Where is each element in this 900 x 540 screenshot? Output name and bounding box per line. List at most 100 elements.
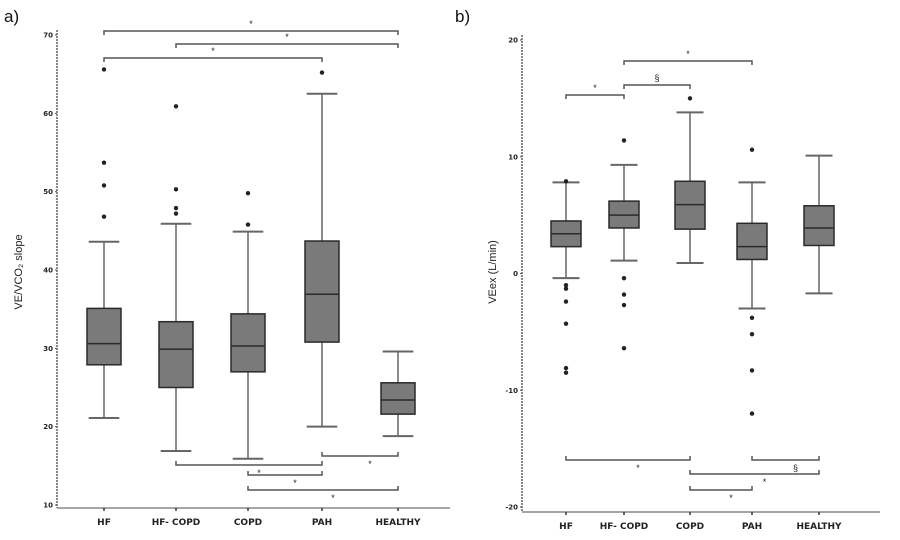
y-tick-label: 20 [508, 37, 518, 45]
outlier-point [687, 96, 693, 101]
y-tick-label: -20 [505, 504, 518, 512]
significance-bracket: * [623, 49, 753, 65]
outlier-point [563, 365, 569, 371]
box-pah [304, 70, 340, 428]
box-healthy [380, 350, 416, 438]
x-tick-label: HF- COPD [152, 518, 201, 528]
box-hf-copd [158, 104, 194, 452]
bracket-line [751, 456, 820, 461]
outlier-point [621, 292, 627, 297]
significance-marker: * [729, 493, 733, 503]
bracket-line [565, 94, 625, 99]
outlier-point [749, 332, 755, 337]
y-tick-label: 10 [508, 153, 518, 161]
y-tick-label: -10 [505, 387, 518, 395]
y-tick-label: 70 [43, 32, 53, 40]
bracket-line [103, 30, 399, 35]
box-hf [86, 67, 122, 420]
panel-b-label: b) [455, 7, 470, 26]
y-tick-label: 60 [43, 110, 53, 118]
outlier-point [173, 104, 179, 109]
outlier-point [563, 321, 569, 326]
outlier-point [563, 179, 569, 184]
bracket-line [321, 452, 399, 457]
significance-bracket: * [565, 83, 625, 99]
outlier-point [173, 187, 179, 192]
outlier-point [173, 205, 179, 211]
y-tick-label: 20 [43, 423, 53, 431]
y-tick-label: 30 [43, 345, 53, 353]
y-tick-label: 40 [43, 267, 53, 275]
box-copd [674, 96, 706, 264]
significance-marker: * [686, 49, 690, 59]
significance-marker: § [793, 463, 798, 473]
significance-marker: * [593, 83, 597, 93]
bracket-line [175, 461, 323, 466]
box-hf [550, 179, 582, 375]
interquartile-box [304, 240, 340, 343]
bracket-line [247, 486, 399, 491]
interquartile-box [803, 205, 835, 247]
bracket-line [689, 470, 820, 475]
significance-marker: * [636, 463, 640, 473]
box-copd [230, 191, 266, 460]
outlier-point [319, 70, 325, 75]
significance-bracket: * [175, 32, 399, 48]
outlier-point [101, 160, 107, 165]
significance-bracket: * [175, 461, 323, 478]
interquartile-box [230, 313, 266, 373]
outlier-point [173, 211, 179, 216]
significance-bracket: § [751, 456, 820, 473]
outlier-point [749, 147, 755, 152]
bracket-line [247, 471, 323, 476]
interquartile-box [380, 382, 416, 415]
outlier-point [563, 370, 569, 375]
outlier-point [563, 286, 569, 291]
y-tick-label: 0 [513, 270, 518, 278]
outlier-point [621, 138, 627, 143]
significance-marker: * [257, 468, 261, 478]
significance-bracket: * [103, 46, 323, 62]
significance-marker: * [211, 46, 215, 56]
x-tick-label: PAH [742, 522, 762, 532]
x-tick-label: HF- COPD [600, 522, 649, 532]
outlier-point [563, 299, 569, 304]
outlier-point [749, 315, 755, 321]
bracket-line [623, 60, 753, 65]
panel-a-label: a) [4, 7, 19, 26]
panel-a-ve-vco2-slope: a) VE/VCO₂ slope 10 20 30 40 50 60 70 HF HF- COP… [4, 7, 450, 528]
significance-bracket: * [321, 452, 399, 469]
outlier-point [749, 368, 755, 373]
bracket-line [175, 43, 399, 48]
x-tick-label: PAH [312, 518, 332, 528]
outlier-point [621, 302, 627, 308]
outlier-point [621, 275, 627, 281]
panel-b-y-axis-label: VEex (L/min) [487, 240, 499, 304]
x-tick-label: COPD [234, 518, 262, 528]
significance-bracket: * [247, 486, 399, 503]
box-pah [736, 147, 768, 416]
significance-marker: * [368, 459, 372, 469]
x-tick-label: COPD [676, 522, 704, 532]
significance-bracket: * [247, 471, 323, 488]
bracket-line [689, 486, 753, 491]
bracket-line [565, 456, 691, 461]
x-tick-label: HF [559, 522, 573, 532]
significance-marker: * [331, 493, 335, 503]
y-tick-label: 10 [43, 502, 53, 510]
bracket-line [623, 84, 691, 89]
significance-bracket: * [103, 19, 399, 35]
y-tick-label: 50 [43, 188, 53, 196]
x-tick-label: HEALTHY [375, 518, 421, 528]
interquartile-box [86, 307, 122, 366]
x-tick-label: HF [97, 518, 111, 528]
significance-bracket: * [689, 470, 820, 487]
significance-bracket: * [689, 486, 753, 503]
outlier-point [101, 214, 107, 219]
significance-marker: § [654, 73, 659, 83]
significance-bracket: * [565, 456, 691, 473]
interquartile-box [736, 222, 768, 261]
outlier-point [621, 346, 627, 351]
interquartile-box [158, 320, 194, 389]
